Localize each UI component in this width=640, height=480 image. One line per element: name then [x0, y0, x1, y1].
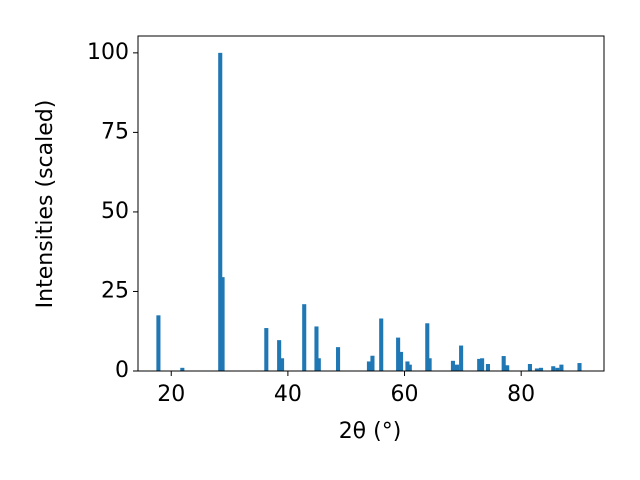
bar [577, 363, 582, 371]
bar [425, 323, 430, 371]
bar [398, 351, 404, 371]
x-tick-label: 20 [157, 382, 185, 407]
bar [534, 368, 539, 371]
y-tick-label: 100 [87, 40, 129, 65]
bar [551, 366, 556, 371]
y-tick-label: 75 [101, 119, 129, 144]
bar [366, 361, 371, 371]
y-axis-label: Intensities (scaled) [33, 100, 58, 309]
bar [316, 358, 321, 371]
bar [277, 340, 282, 371]
bar [396, 337, 401, 371]
x-tick-label: 80 [507, 382, 535, 407]
bar [218, 52, 223, 371]
bar [505, 365, 510, 371]
bar [314, 326, 319, 371]
bar [477, 358, 482, 371]
x-tick-label: 40 [274, 382, 302, 407]
bar [454, 364, 460, 371]
bar [559, 364, 564, 371]
bar [156, 315, 161, 371]
y-tick-label: 25 [101, 278, 129, 303]
bar [459, 345, 464, 371]
bar [538, 367, 544, 371]
bar [180, 367, 185, 371]
x-tick-label: 60 [391, 382, 419, 407]
bar [427, 358, 432, 371]
x-axis-label: 2θ (°) [339, 419, 402, 444]
plot-frame [137, 35, 605, 372]
bar [450, 360, 455, 371]
bar [264, 328, 269, 371]
bar [527, 364, 532, 371]
bar [555, 367, 560, 371]
y-tick-label: 50 [101, 199, 129, 224]
bar [501, 356, 506, 371]
bar [405, 361, 410, 371]
bar [480, 358, 485, 371]
bar [485, 364, 490, 371]
bar [302, 304, 307, 371]
y-tick-label: 0 [115, 358, 129, 383]
bar [379, 318, 384, 371]
bar [370, 355, 375, 371]
bar [280, 358, 285, 371]
bar [336, 347, 341, 371]
bar [407, 364, 412, 371]
bar [220, 277, 225, 371]
